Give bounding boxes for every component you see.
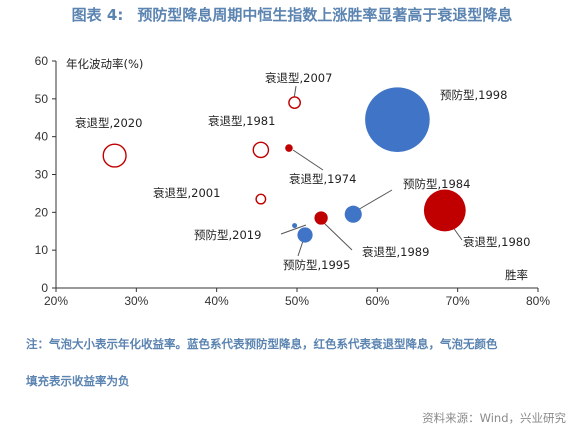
y-tick-label: 60 [35, 54, 49, 68]
bubble-recession-1989 [314, 211, 328, 225]
point-label-2007: 衰退型,2007 [265, 71, 332, 85]
y-axis-label: 年化波动率(%) [66, 57, 143, 71]
x-axis-label: 胜率 [505, 268, 528, 282]
leader-line-2019 [280, 224, 307, 235]
chart-title: 图表 4: 预防型降息周期中恒生指数上涨胜率显著高于衰退型降息 [0, 4, 584, 25]
x-tick-label: 70% [446, 294, 470, 308]
y-tick-label: 20 [35, 205, 49, 219]
bubbles [102, 87, 466, 243]
bubble-recession-2001 [255, 193, 267, 205]
x-tick-label: 40% [205, 294, 229, 308]
leader-line-1984 [355, 189, 393, 212]
leader-line-1974 [292, 149, 324, 171]
x-tick-label: 20% [44, 294, 68, 308]
point-labels: 预防型,1998 预防型,1984 预防型,2019 预防型,1995 衰退型,1980… [75, 71, 530, 272]
bubble-recession-1980 [423, 189, 466, 232]
bubble-preventive-1995 [297, 227, 313, 243]
bubble-preventive-1984 [344, 205, 362, 223]
leader-line-1989 [323, 222, 353, 251]
point-label-2001: 衰退型,2001 [153, 186, 220, 200]
axes: 20% 30% 40% 50% 60% 70% 80% 0 10 20 30 40 50 60 年化波动率(… [35, 54, 551, 308]
bubble-recession-2007 [288, 96, 301, 110]
footnote-line-2: 填充表示收益率为负 [26, 374, 130, 388]
source-note: 资料来源：Wind，兴业研究 [422, 411, 566, 425]
point-label-2020: 衰退型,2020 [75, 116, 142, 130]
point-label-1995: 预防型,1995 [283, 258, 350, 272]
y-tick-label: 30 [35, 168, 49, 182]
figure-number: 图表 4: [71, 6, 124, 24]
bubble-preventive-1998 [365, 87, 430, 152]
point-label-1984: 预防型,1984 [403, 177, 470, 191]
footnote-line-1: 注：气泡大小表示年化收益率。蓝色系代表预防型降息，红色系代表衰退型降息，气泡无颜… [26, 337, 498, 351]
bubble-recession-1981 [252, 141, 270, 159]
point-label-1981: 衰退型,1981 [208, 114, 275, 128]
point-label-1974: 衰退型,1974 [289, 172, 356, 186]
title-text: 预防型降息周期中恒生指数上涨胜率显著高于衰退型降息 [137, 6, 513, 24]
x-tick-label: 30% [124, 294, 148, 308]
bubble-recession-2020 [102, 143, 127, 168]
point-label-1989: 衰退型,1989 [362, 245, 429, 259]
bubble-recession-1974 [285, 144, 293, 152]
point-label-1980: 衰退型,1980 [463, 235, 530, 249]
y-tick-label: 0 [41, 281, 48, 295]
bubble-preventive-2019 [292, 223, 298, 229]
point-label-2019: 预防型,2019 [194, 228, 261, 242]
x-tick-label: 60% [365, 294, 389, 308]
y-tick-label: 40 [35, 130, 49, 144]
x-tick-label: 80% [526, 294, 550, 308]
y-tick-label: 10 [35, 243, 49, 257]
point-label-1998: 预防型,1998 [440, 88, 507, 102]
y-tick-label: 50 [35, 92, 49, 106]
x-tick-label: 50% [285, 294, 309, 308]
